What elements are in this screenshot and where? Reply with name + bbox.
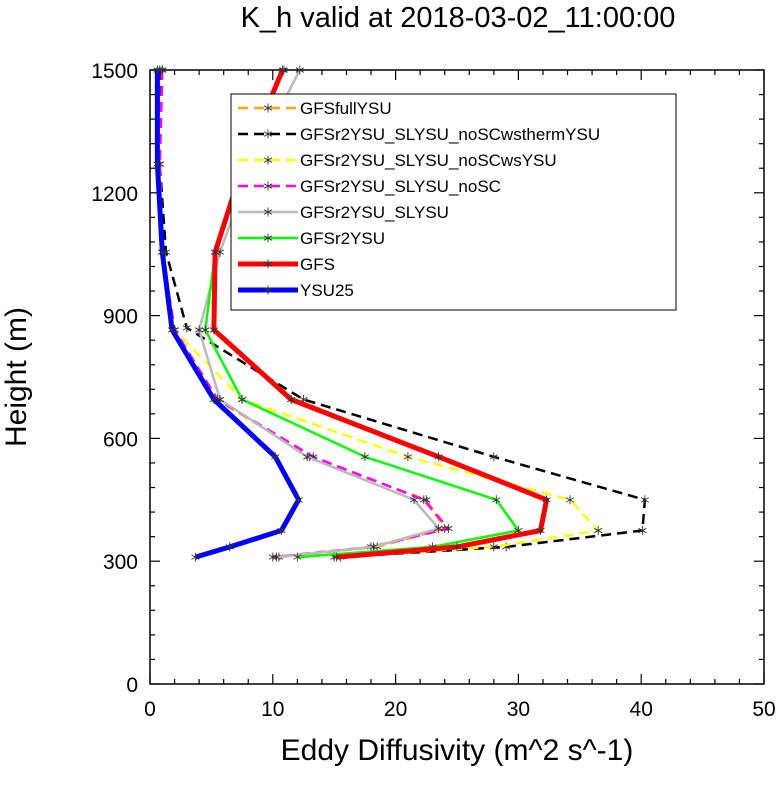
data-point <box>287 395 296 404</box>
x-tick-label: 10 <box>261 698 284 721</box>
data-point <box>536 526 545 535</box>
series-line-GFSr2YSU_SLYSU_noSCwsthermYSU <box>158 70 647 559</box>
data-point <box>640 495 650 505</box>
legend-marker <box>263 181 273 191</box>
legend-label: GFSr2YSU <box>300 229 385 248</box>
data-point <box>272 552 281 562</box>
data-point <box>409 495 419 505</box>
x-tick-label: 40 <box>630 698 653 721</box>
data-point <box>434 524 443 533</box>
legend-box <box>230 93 677 311</box>
data-point <box>594 526 603 535</box>
data-point <box>271 452 280 462</box>
data-point <box>153 65 162 75</box>
legend-marker <box>263 207 273 217</box>
y-tick-label: 0 <box>126 674 138 697</box>
data-point <box>237 395 247 404</box>
legend-label: GFSfullYSU <box>300 99 392 118</box>
plot-frame <box>149 69 765 685</box>
legend: GFSfullYSU GFSr2YSU_SLYSU_noSCwsthermYSU G… <box>230 93 677 311</box>
data-point <box>295 65 304 75</box>
data-point <box>452 542 462 552</box>
legend-label: GFS <box>300 255 335 274</box>
legend-label: YSU25 <box>300 281 354 300</box>
data-point <box>153 159 162 169</box>
data-point <box>492 495 501 505</box>
data-point <box>565 495 575 505</box>
y-tick-label: 300 <box>103 551 138 574</box>
data-point <box>419 495 428 505</box>
legend-marker <box>263 129 273 139</box>
legend-marker <box>263 259 273 269</box>
legend-label: GFSr2YSU_SLYSU_noSCwsthermYSU <box>300 125 600 144</box>
data-point <box>489 452 498 462</box>
x-tick-label: 30 <box>507 698 530 721</box>
data-point <box>293 552 302 562</box>
data-point <box>638 526 647 535</box>
legend-label: GFSr2YSU_SLYSU_noSCwsYSU <box>300 151 557 170</box>
data-point <box>225 542 234 552</box>
legend-marker <box>263 155 273 165</box>
y-tick-label: 900 <box>103 306 138 329</box>
chart-title: K_h valid at 2018-03-02_11:00:00 <box>241 2 676 34</box>
axis-ticks: 0 10 20 30 40 50 0 300 600 900 1200 1500 <box>91 60 775 721</box>
legend-marker <box>263 233 273 243</box>
x-tick-label: 50 <box>752 698 775 721</box>
data-point <box>209 325 219 335</box>
data-point <box>303 452 312 462</box>
data-point <box>277 526 286 535</box>
data-point <box>194 325 204 335</box>
data-point <box>167 325 177 335</box>
y-tick-label: 600 <box>103 428 138 451</box>
y-tick-label: 1500 <box>91 60 138 83</box>
data-point <box>182 323 191 333</box>
y-axis-label: Height (m) <box>0 307 33 447</box>
data-point <box>489 542 498 552</box>
data-point <box>403 452 413 462</box>
data-point <box>158 247 167 257</box>
series-line-YSU25 <box>154 70 302 560</box>
data-point <box>332 552 341 562</box>
x-tick-label: 20 <box>384 698 407 721</box>
legend-marker <box>263 103 273 113</box>
x-tick-label: 0 <box>144 698 156 721</box>
data-point <box>434 452 443 462</box>
legend-label: GFSr2YSU_SLYSU_noSC <box>300 177 501 196</box>
data-point <box>268 552 277 562</box>
y-tick-label: 1200 <box>91 183 138 206</box>
data-point <box>201 325 210 335</box>
data-point <box>542 495 551 505</box>
series-line-GFS <box>211 69 550 560</box>
x-axis-label: Eddy Diffusivity (m^2 s^-1) <box>281 734 634 767</box>
legend-label: GFSr2YSU_SLYSU <box>300 203 449 222</box>
data-point <box>191 552 200 562</box>
data-point <box>209 395 219 404</box>
data-point <box>210 247 220 257</box>
data-point <box>369 542 378 552</box>
data-point <box>294 495 303 505</box>
data-point <box>278 65 287 75</box>
data-point <box>444 524 453 533</box>
legend-marker <box>263 285 273 295</box>
data-point <box>360 452 370 462</box>
